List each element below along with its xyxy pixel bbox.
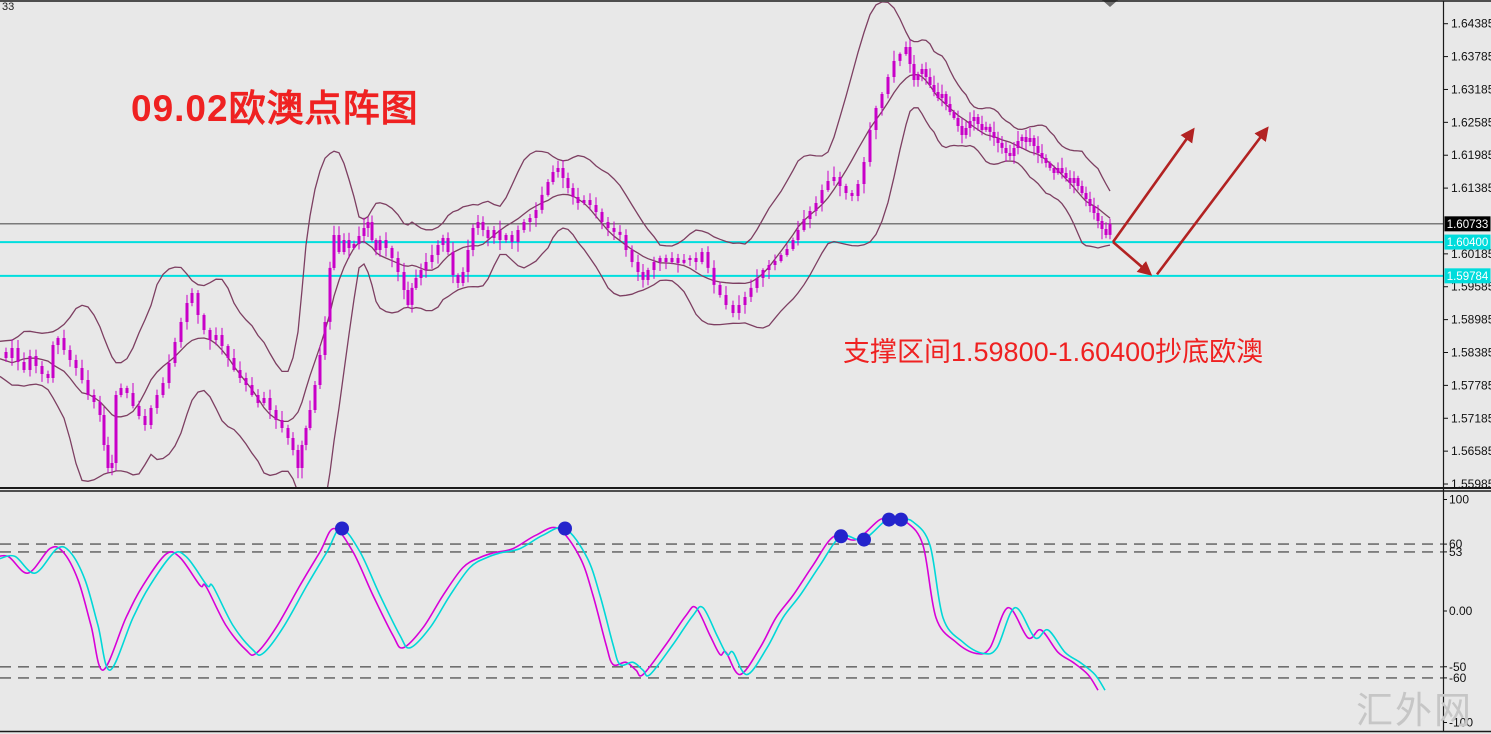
price-pane[interactable] <box>0 2 1443 535</box>
price-marker-1.60400: 1.60400 <box>1444 234 1491 250</box>
price-axis-label: 1.60185 <box>1451 247 1491 261</box>
trend-arrow-1[interactable] <box>1111 127 1195 243</box>
oscillator-signal-line <box>0 517 1099 691</box>
price-axis-label: 1.58385 <box>1451 346 1491 360</box>
price-axis-label: 1.64385 <box>1451 17 1491 31</box>
trend-arrow-2[interactable] <box>1112 241 1153 276</box>
price-axis-label: 1.63785 <box>1451 50 1491 64</box>
oscillator-main-line <box>0 517 1106 691</box>
svg-text:1.60733: 1.60733 <box>1447 219 1489 231</box>
price-axis-label: 1.63185 <box>1451 82 1491 96</box>
price-axis-label: 1.62585 <box>1451 115 1491 129</box>
bollinger-lower-line <box>0 107 1111 487</box>
signal-dot-1 <box>335 521 349 536</box>
price-axis-label: 1.57785 <box>1451 378 1491 392</box>
oscillator-axis-label: 60 <box>1449 537 1463 551</box>
oscillator-pane[interactable] <box>0 512 1443 691</box>
price-axis: 1.64385 1.63785 1.63185 1.62585 1.61985 1.613… <box>1443 17 1491 491</box>
oscillator-dot-group <box>335 512 908 547</box>
price-axis-label: 1.61985 <box>1451 148 1491 162</box>
oscillator-axis-label: 53 <box>1449 545 1463 559</box>
bollinger-upper-line <box>0 2 1111 373</box>
price-axis-label: 1.57185 <box>1451 411 1491 425</box>
oscillator-axis-label: 0.00 <box>1449 604 1473 618</box>
svg-text:1.60400: 1.60400 <box>1447 237 1489 249</box>
price-marker-1.59784: 1.59784 <box>1444 268 1491 284</box>
signal-dot-3 <box>834 529 848 544</box>
oscillator-axis-label: -60 <box>1449 671 1467 685</box>
price-axis-label: 1.61385 <box>1451 181 1491 195</box>
trend-arrow-3[interactable] <box>1155 126 1269 276</box>
signal-dot-6 <box>894 512 908 527</box>
svg-text:1.59784: 1.59784 <box>1447 271 1489 283</box>
price-marker-1.60733: 1.60733 <box>1444 216 1491 232</box>
signal-dot-2 <box>558 521 572 536</box>
bollinger-middle-line <box>0 74 1111 423</box>
price-axis-label: 1.56585 <box>1451 444 1491 458</box>
price-axis-label: 1.58985 <box>1451 313 1491 327</box>
oscillator-axis-label: -50 <box>1449 660 1467 674</box>
candlestick-series <box>4 39 1112 479</box>
signal-dot-4 <box>857 532 871 547</box>
price-axis-label: 1.55985 <box>1451 477 1491 491</box>
signal-dot-5 <box>882 512 896 527</box>
oscillator-axis-label: -100 <box>1449 716 1473 730</box>
oscillator-axis-label: 100 <box>1449 493 1469 507</box>
